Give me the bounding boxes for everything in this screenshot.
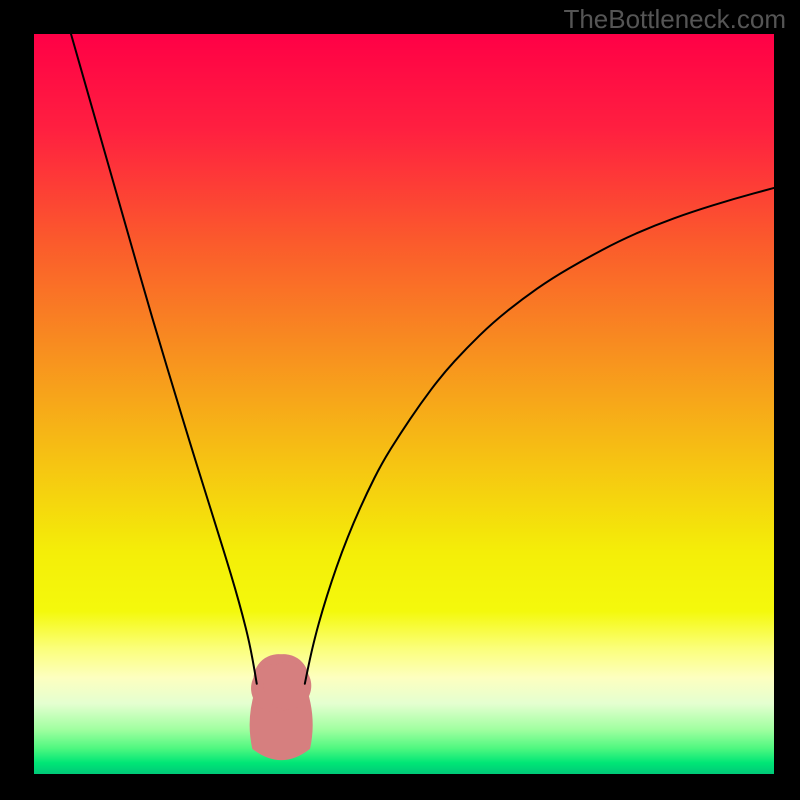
chart-stage: TheBottleneck.com: [0, 0, 800, 800]
curve-right-branch: [305, 188, 774, 684]
curve-left-branch: [71, 34, 257, 684]
watermark-text: TheBottleneck.com: [563, 4, 786, 35]
curve-layer: [34, 34, 774, 774]
plot-area: [34, 34, 774, 774]
valley-lobe-right: [263, 662, 311, 710]
